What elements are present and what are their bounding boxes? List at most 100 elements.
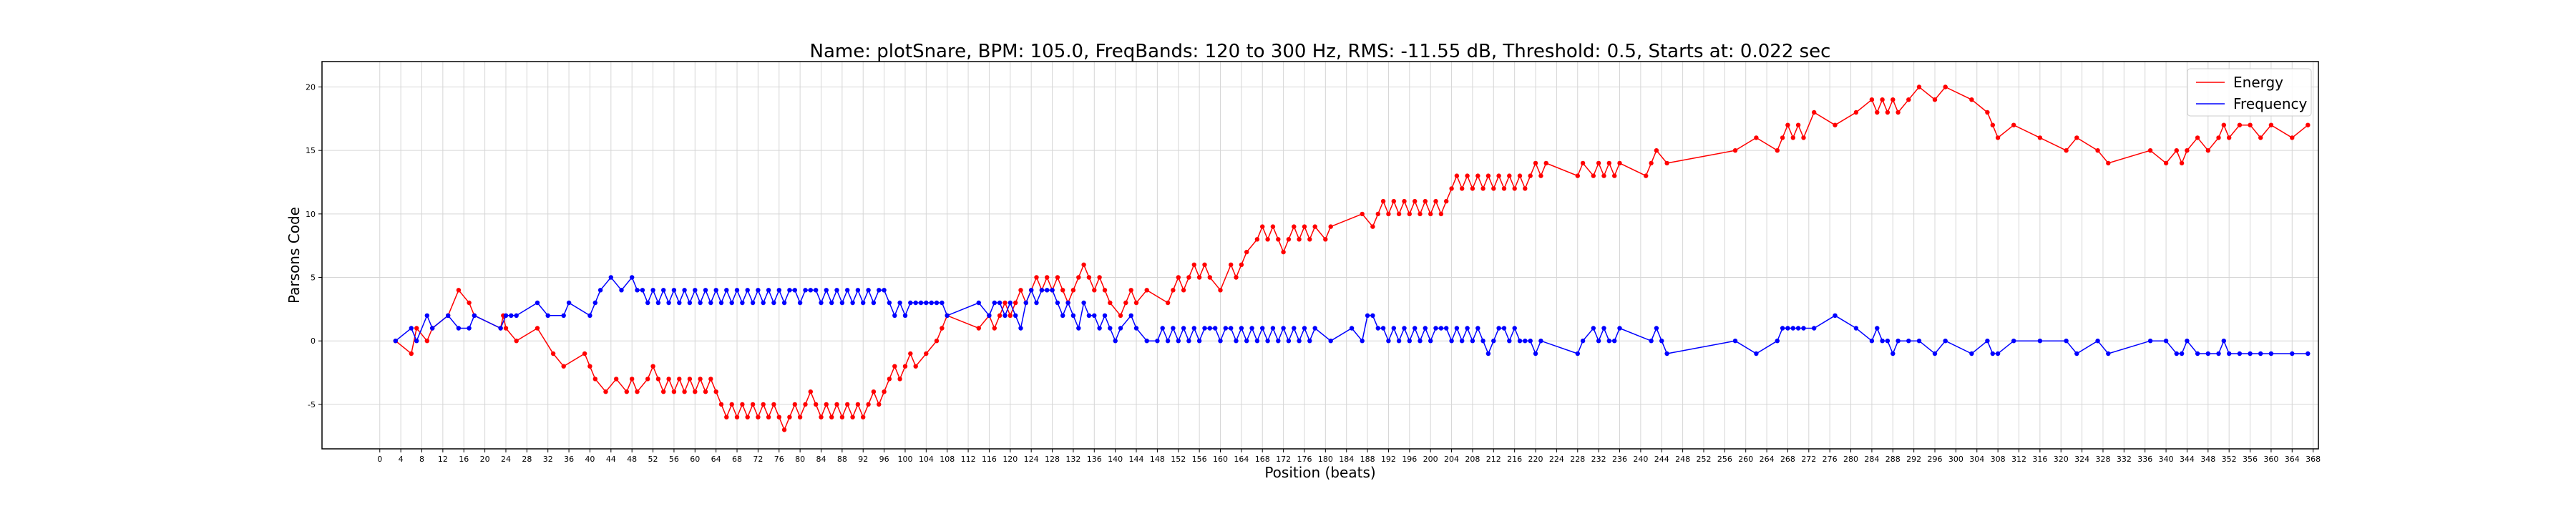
energy-data-point — [1002, 300, 1008, 306]
energy-data-point — [781, 427, 787, 432]
energy-data-point — [1591, 173, 1596, 178]
frequency-data-point — [1380, 326, 1386, 331]
energy-data-point — [1444, 198, 1449, 204]
frequency-data-point — [608, 275, 613, 280]
frequency-data-point — [498, 326, 503, 331]
energy-data-point — [1276, 237, 1281, 242]
frequency-data-point — [1113, 339, 1118, 344]
x-tick-label: 132 — [1065, 455, 1080, 464]
energy-data-point — [1465, 173, 1470, 178]
frequency-data-point — [1039, 288, 1045, 293]
frequency-data-point — [771, 300, 776, 306]
frequency-data-point — [2227, 351, 2232, 356]
frequency-data-point — [1785, 326, 1790, 331]
x-tick-label: 116 — [982, 455, 997, 464]
energy-data-point — [561, 364, 566, 369]
frequency-data-point — [1732, 339, 1738, 344]
x-tick-label: 328 — [2095, 455, 2110, 464]
energy-data-point — [1186, 275, 1191, 280]
frequency-data-point — [682, 288, 687, 293]
frequency-data-point — [892, 313, 897, 318]
energy-data-point — [2221, 122, 2226, 127]
energy-data-point — [776, 414, 782, 419]
y-tick-label: 0 — [311, 336, 316, 346]
frequency-data-point — [1517, 339, 1523, 344]
energy-data-point — [2011, 122, 2016, 127]
frequency-data-point — [924, 300, 929, 306]
frequency-data-point — [2205, 351, 2210, 356]
energy-data-point — [409, 351, 414, 356]
frequency-data-point — [1491, 339, 1496, 344]
energy-data-point — [535, 326, 540, 331]
energy-data-point — [666, 377, 671, 382]
x-tick-label: 244 — [1654, 455, 1669, 464]
energy-data-point — [1896, 110, 1901, 115]
frequency-data-point — [729, 300, 734, 306]
energy-data-point — [677, 377, 682, 382]
energy-data-point — [2174, 148, 2179, 153]
x-tick-label: 196 — [1402, 455, 1417, 464]
frequency-data-point — [687, 300, 693, 306]
frequency-data-point — [871, 300, 877, 306]
frequency-data-point — [808, 288, 814, 293]
frequency-data-point — [776, 288, 782, 293]
x-tick-label: 96 — [879, 455, 889, 464]
frequency-data-point — [2095, 339, 2100, 344]
energy-data-point — [1297, 237, 1302, 242]
x-tick-label: 72 — [753, 455, 763, 464]
energy-data-point — [740, 402, 745, 407]
energy-data-point — [834, 402, 839, 407]
frequency-data-point — [1229, 326, 1234, 331]
x-tick-label: 208 — [1465, 455, 1480, 464]
frequency-data-point — [1286, 339, 1292, 344]
frequency-data-point — [1780, 326, 1785, 331]
frequency-data-point — [1360, 339, 1365, 344]
frequency-data-point — [1512, 326, 1517, 331]
frequency-data-point — [1213, 326, 1218, 331]
frequency-data-point — [734, 288, 740, 293]
frequency-data-point — [1191, 326, 1197, 331]
frequency-data-point — [845, 288, 850, 293]
frequency-data-point — [855, 288, 861, 293]
frequency-data-point — [2248, 351, 2253, 356]
frequency-data-point — [1444, 326, 1449, 331]
x-tick-label: 4 — [399, 455, 404, 464]
energy-data-point — [1270, 224, 1276, 229]
frequency-data-point — [1869, 339, 1875, 344]
energy-data-point — [682, 389, 687, 394]
x-tick-label: 44 — [606, 455, 616, 464]
frequency-data-point — [1795, 326, 1801, 331]
frequency-data-point — [472, 313, 477, 318]
energy-data-point — [1664, 160, 1669, 166]
frequency-data-point — [1050, 288, 1055, 293]
energy-data-point — [934, 339, 940, 344]
legend-label-frequency: Frequency — [2233, 95, 2307, 112]
frequency-data-point — [1349, 326, 1355, 331]
x-tick-label: 260 — [1738, 455, 1753, 464]
frequency-data-point — [1428, 339, 1433, 344]
frequency-data-point — [2290, 351, 2295, 356]
frequency-data-point — [2195, 351, 2200, 356]
energy-data-point — [1018, 288, 1023, 293]
energy-data-point — [1370, 224, 1375, 229]
energy-data-point — [1969, 97, 1974, 102]
y-tick-label: 10 — [306, 210, 316, 219]
energy-data-point — [1045, 275, 1050, 280]
frequency-data-point — [1985, 339, 1990, 344]
energy-data-point — [1780, 135, 1785, 140]
x-tick-label: 312 — [2011, 455, 2026, 464]
energy-data-point — [1386, 211, 1391, 217]
energy-data-point — [1196, 275, 1202, 280]
energy-data-point — [1013, 300, 1018, 306]
energy-data-point — [1775, 148, 1780, 153]
frequency-data-point — [829, 300, 834, 306]
frequency-data-point — [566, 300, 572, 306]
energy-data-point — [1601, 173, 1606, 178]
x-tick-label: 348 — [2200, 455, 2215, 464]
frequency-data-point — [1790, 326, 1795, 331]
frequency-data-point — [597, 288, 603, 293]
frequency-data-point — [1181, 326, 1186, 331]
frequency-data-point — [1302, 326, 1307, 331]
x-tick-label: 76 — [774, 455, 784, 464]
